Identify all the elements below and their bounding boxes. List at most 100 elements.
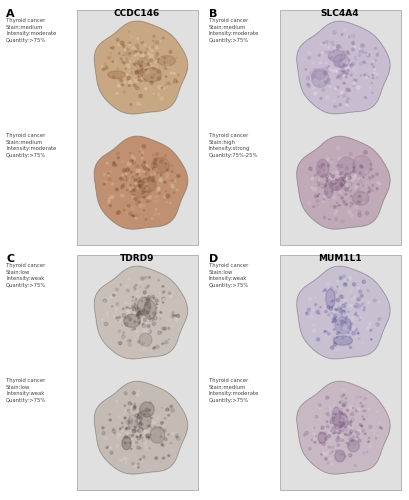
Polygon shape	[337, 436, 339, 438]
Polygon shape	[147, 324, 150, 328]
Polygon shape	[337, 157, 355, 175]
Polygon shape	[123, 334, 124, 335]
Polygon shape	[165, 340, 168, 344]
Polygon shape	[169, 295, 172, 298]
Polygon shape	[165, 76, 167, 78]
Polygon shape	[324, 80, 327, 84]
Polygon shape	[125, 428, 127, 430]
Polygon shape	[344, 315, 346, 317]
Polygon shape	[152, 176, 154, 179]
Polygon shape	[171, 450, 173, 452]
Polygon shape	[112, 183, 114, 185]
Polygon shape	[363, 60, 365, 64]
Polygon shape	[134, 328, 135, 330]
Polygon shape	[335, 318, 336, 320]
Polygon shape	[334, 212, 337, 214]
Polygon shape	[341, 428, 344, 430]
Polygon shape	[342, 178, 344, 180]
Polygon shape	[336, 48, 339, 50]
Polygon shape	[160, 96, 163, 100]
Polygon shape	[124, 416, 126, 418]
Polygon shape	[342, 320, 344, 324]
Polygon shape	[365, 62, 366, 64]
Polygon shape	[340, 60, 342, 62]
Polygon shape	[127, 310, 130, 312]
Polygon shape	[123, 174, 126, 176]
Polygon shape	[343, 424, 345, 426]
Polygon shape	[176, 436, 178, 438]
Polygon shape	[173, 82, 175, 84]
Polygon shape	[133, 421, 135, 423]
Polygon shape	[353, 192, 369, 205]
Polygon shape	[144, 162, 146, 163]
Polygon shape	[351, 42, 355, 44]
Polygon shape	[315, 194, 317, 198]
Polygon shape	[156, 304, 157, 305]
Polygon shape	[142, 170, 145, 172]
Polygon shape	[144, 444, 148, 448]
Polygon shape	[348, 36, 350, 38]
Polygon shape	[346, 73, 348, 76]
Polygon shape	[123, 179, 124, 180]
Polygon shape	[358, 195, 361, 198]
Polygon shape	[140, 192, 142, 194]
Polygon shape	[129, 318, 132, 321]
Polygon shape	[137, 312, 140, 316]
Polygon shape	[135, 310, 138, 313]
Polygon shape	[155, 456, 157, 460]
Polygon shape	[153, 162, 156, 164]
Polygon shape	[139, 436, 141, 437]
Polygon shape	[133, 157, 136, 160]
Polygon shape	[121, 185, 124, 188]
Polygon shape	[346, 178, 348, 180]
Polygon shape	[140, 68, 142, 70]
Polygon shape	[326, 96, 329, 100]
Polygon shape	[142, 188, 144, 189]
Polygon shape	[134, 426, 136, 428]
Polygon shape	[346, 204, 348, 206]
Polygon shape	[344, 28, 346, 31]
Polygon shape	[349, 432, 352, 434]
Polygon shape	[103, 184, 106, 185]
Polygon shape	[351, 412, 354, 416]
Polygon shape	[135, 307, 138, 310]
Polygon shape	[135, 312, 138, 316]
Polygon shape	[359, 424, 362, 426]
Text: D: D	[209, 254, 218, 264]
Polygon shape	[134, 179, 137, 182]
Polygon shape	[342, 275, 346, 278]
Polygon shape	[168, 454, 170, 456]
Polygon shape	[359, 180, 362, 183]
Polygon shape	[342, 430, 344, 432]
Polygon shape	[153, 93, 154, 94]
Polygon shape	[122, 45, 125, 48]
Polygon shape	[359, 290, 362, 293]
Polygon shape	[164, 418, 166, 419]
Polygon shape	[321, 52, 323, 54]
Polygon shape	[335, 308, 336, 310]
Polygon shape	[119, 428, 121, 430]
Polygon shape	[163, 434, 166, 436]
Polygon shape	[353, 82, 356, 84]
Polygon shape	[358, 332, 359, 334]
Polygon shape	[347, 69, 349, 71]
Polygon shape	[116, 188, 118, 190]
Polygon shape	[349, 312, 350, 314]
Polygon shape	[144, 210, 145, 211]
Polygon shape	[110, 52, 111, 54]
Polygon shape	[137, 436, 138, 438]
Polygon shape	[364, 74, 366, 76]
Polygon shape	[159, 292, 161, 294]
Polygon shape	[342, 178, 344, 180]
Polygon shape	[318, 180, 319, 182]
Polygon shape	[336, 348, 339, 352]
Polygon shape	[323, 198, 325, 200]
Polygon shape	[312, 86, 315, 89]
Polygon shape	[135, 298, 137, 300]
Polygon shape	[135, 284, 137, 286]
Polygon shape	[346, 175, 349, 178]
Polygon shape	[124, 458, 126, 460]
Polygon shape	[369, 176, 370, 178]
Polygon shape	[313, 329, 315, 332]
Polygon shape	[104, 322, 108, 326]
